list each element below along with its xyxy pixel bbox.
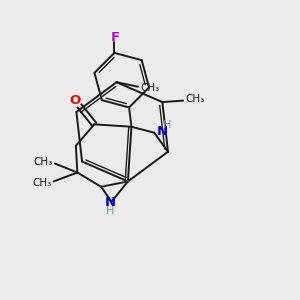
Text: CH₃: CH₃ <box>185 94 205 104</box>
Text: N: N <box>104 196 116 209</box>
Text: CH₃: CH₃ <box>140 83 160 93</box>
Text: N: N <box>157 125 168 138</box>
Text: H: H <box>106 206 114 216</box>
Text: H: H <box>163 120 171 130</box>
Text: O: O <box>69 94 81 107</box>
Text: CH₃: CH₃ <box>33 158 53 167</box>
Text: F: F <box>110 31 120 44</box>
Text: CH₃: CH₃ <box>32 178 51 188</box>
